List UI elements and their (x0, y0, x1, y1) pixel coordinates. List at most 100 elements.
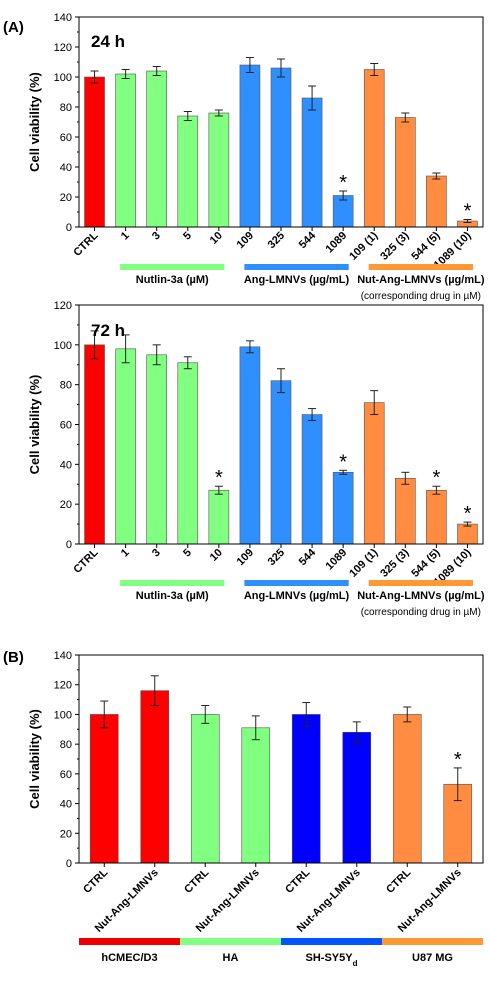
x-tick-label: 5 (181, 547, 194, 560)
group-label: Nutlin-3a (µM) (136, 274, 209, 286)
bar (291, 714, 321, 864)
y-tick-label: 60 (60, 769, 72, 781)
y-tick-label: 140 (54, 12, 72, 24)
y-tick-label: 40 (60, 459, 72, 471)
y-tick-label: 60 (60, 420, 72, 432)
x-tick-label: 325 (3) (378, 229, 411, 262)
y-tick-label: 80 (60, 739, 72, 751)
group-band (368, 580, 473, 586)
bar (146, 354, 167, 545)
group-label-subscript: d (353, 959, 358, 968)
chart-title: 72 h (91, 321, 125, 340)
bar (301, 414, 323, 545)
y-tick-label: 100 (54, 709, 72, 721)
bar (395, 117, 416, 228)
x-tick-label: 544 (297, 229, 319, 251)
chart-1: Cell viability (%) * * * * 0 20 40 60 80 100 120 CTR… (27, 300, 485, 618)
x-tick-label: 10 (208, 547, 225, 564)
y-tick-label: 40 (60, 162, 72, 174)
bar (241, 727, 271, 864)
bar (270, 67, 292, 228)
bar (363, 402, 385, 545)
group-band (79, 938, 180, 945)
group-band (382, 938, 483, 945)
bar (177, 362, 199, 545)
bar (392, 714, 422, 864)
bar (115, 73, 136, 228)
x-tick-label: 109 (235, 230, 256, 251)
bar (342, 731, 372, 864)
bar (426, 489, 447, 545)
x-tick-label: CTRL (71, 546, 100, 575)
x-tick-label: 325 (266, 547, 287, 568)
bar (146, 70, 167, 228)
bar (239, 64, 261, 228)
group-sublabel: (corresponding drug in µM) (361, 291, 481, 302)
x-tick-label: 1089 (323, 230, 349, 256)
significance-marker: * (215, 467, 223, 489)
bar (177, 115, 199, 228)
bar (140, 690, 170, 864)
y-axis-title: Cell viability (%) (27, 72, 42, 172)
y-tick-label: 20 (60, 828, 72, 840)
x-tick-label: 325 (266, 230, 287, 251)
y-tick-label: 120 (54, 42, 72, 54)
group-label: Nutlin-3a (µM) (136, 590, 209, 602)
group-band (180, 938, 281, 945)
x-tick-label: 109 (1) (347, 229, 380, 262)
x-tick-label: 1 (119, 230, 132, 243)
x-tick-label: 109 (235, 547, 256, 568)
y-tick-label: 120 (54, 680, 72, 692)
significance-marker: * (464, 503, 472, 525)
panel-label: (B) (3, 649, 24, 666)
group-band (120, 264, 225, 270)
y-tick-label: 0 (66, 539, 72, 551)
group-band (368, 264, 473, 270)
y-tick-label: 140 (54, 650, 72, 662)
chart-0: (A) Cell viability (%) * * 0 20 40 60 80 100 120 14… (3, 12, 485, 302)
significance-marker: * (454, 749, 462, 771)
group-label: Ang-LMNVs (µg/mL) (244, 274, 350, 286)
bar (426, 175, 447, 228)
y-tick-label: 60 (60, 132, 72, 144)
bar (395, 477, 416, 545)
bar (115, 348, 136, 545)
x-tick-label: 1089 (323, 547, 349, 573)
y-tick-label: 100 (54, 340, 72, 352)
chart-title: 24 h (91, 32, 125, 51)
group-label: Nut-Ang-LMNVs (µg/mL) (357, 274, 485, 286)
x-tick-label: CTRL (283, 866, 312, 895)
x-tick-label: 10 (208, 230, 225, 247)
y-tick-label: 100 (54, 72, 72, 84)
y-tick-label: 20 (60, 192, 72, 204)
group-label: Ang-LMNVs (µg/mL) (244, 590, 350, 602)
significance-marker: * (339, 172, 347, 194)
bar (239, 346, 261, 545)
y-axis-title: Cell viability (%) (27, 709, 42, 809)
bar (89, 714, 119, 864)
bar (208, 489, 230, 545)
bar (270, 380, 292, 545)
y-tick-label: 80 (60, 380, 72, 392)
y-tick-label: 120 (54, 300, 72, 312)
x-tick-label: CTRL (182, 866, 211, 895)
plot-frame (78, 654, 484, 864)
group-band (244, 580, 349, 586)
group-label: U87 MG (412, 952, 453, 964)
panel-label: (A) (3, 19, 24, 36)
group-label: Nut-Ang-LMNVs (µg/mL) (357, 590, 485, 602)
bar (208, 112, 230, 228)
x-tick-label: 325 (3) (378, 546, 411, 579)
group-band (120, 580, 225, 586)
x-tick-label: 544 (297, 546, 319, 568)
group-sublabel: (corresponding drug in µM) (361, 607, 481, 618)
bar (301, 97, 323, 228)
bar (84, 344, 105, 545)
x-tick-label: 3 (150, 230, 163, 243)
y-tick-label: 40 (60, 799, 72, 811)
group-band (244, 264, 349, 270)
significance-marker: * (339, 451, 347, 473)
y-tick-label: 80 (60, 102, 72, 114)
group-label: HA (223, 952, 239, 964)
